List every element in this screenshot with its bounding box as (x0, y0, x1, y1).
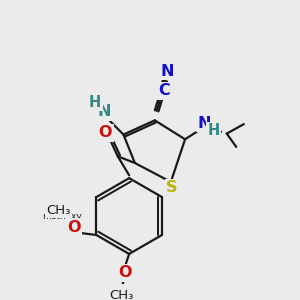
Text: CH₃: CH₃ (46, 204, 70, 217)
Text: C: C (158, 83, 170, 98)
Text: CH₃: CH₃ (110, 289, 134, 300)
Text: H: H (89, 95, 101, 110)
Text: O: O (99, 125, 112, 140)
Text: S: S (166, 180, 178, 195)
Text: H: H (207, 123, 220, 138)
Text: N: N (160, 64, 174, 79)
Text: O: O (67, 220, 80, 235)
Text: N: N (98, 104, 111, 119)
Text: methoxy: methoxy (42, 212, 82, 221)
Text: O: O (118, 266, 132, 280)
Text: N: N (197, 116, 211, 131)
Text: O: O (67, 219, 80, 234)
